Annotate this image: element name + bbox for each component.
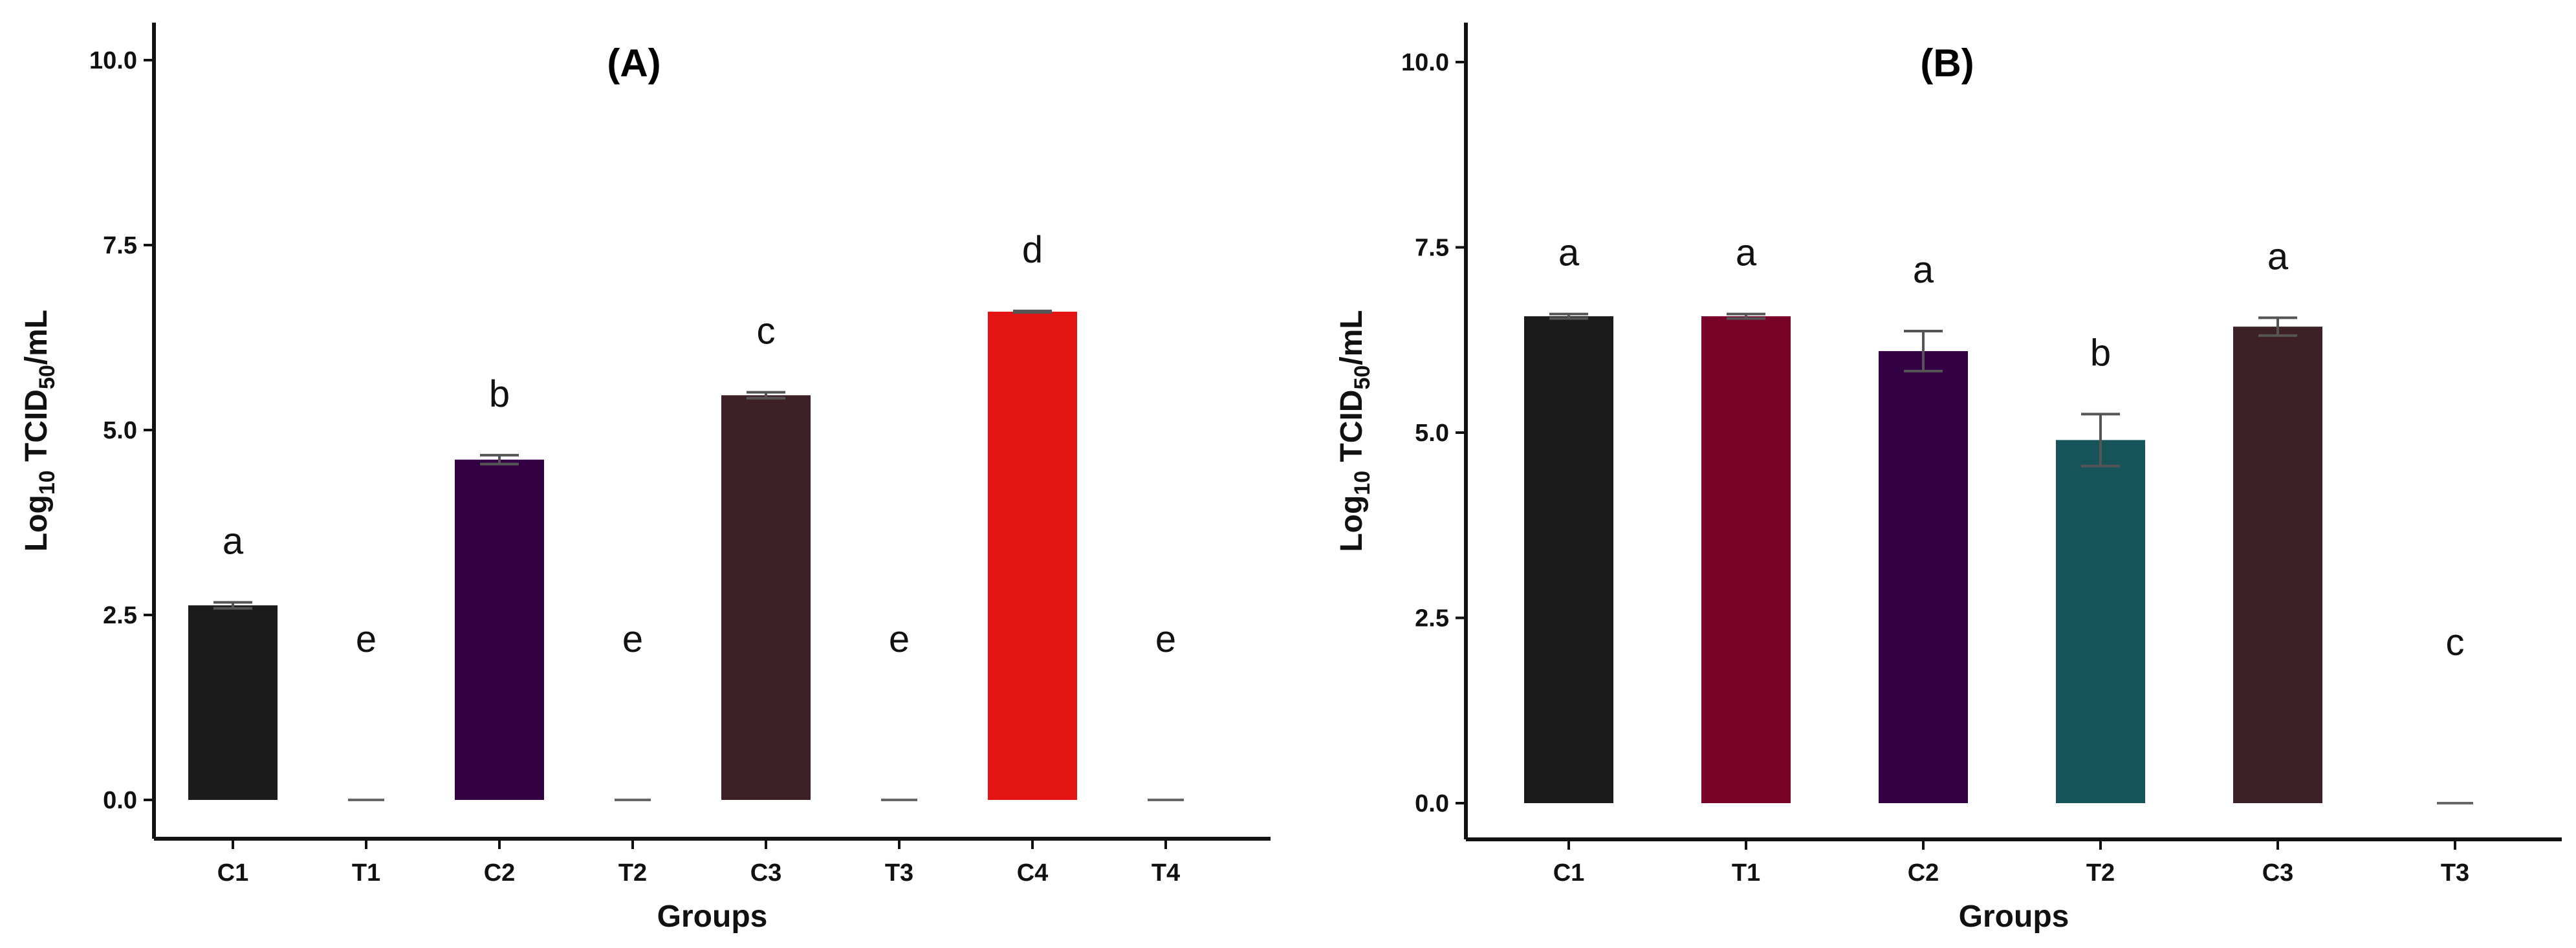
panel-b: 0.0 2.5 5.0 7.5 10.0 a C1 a T1 a C2 b T2 a C3 c T3 (B) Gro… <box>1335 23 2562 934</box>
x-tick-label: T2 <box>2086 859 2115 887</box>
y-tick-label: 0.0 <box>103 787 137 814</box>
significance-letter: a <box>2267 235 2289 277</box>
x-tick-label: C4 <box>1017 859 1049 887</box>
significance-letter: e <box>356 618 377 660</box>
significance-letter: a <box>1913 249 1934 291</box>
x-tick-label: T2 <box>618 859 647 887</box>
y-axis-title-part: Log <box>1335 495 1369 552</box>
bar-c2 <box>1879 350 1968 803</box>
x-tick-label: T1 <box>352 859 380 887</box>
bar-c3 <box>721 395 811 800</box>
y-axis-title: Log10 TCID50/mL <box>19 310 60 552</box>
significance-letter: b <box>2090 332 2111 374</box>
x-axis-title: Groups <box>1959 900 2069 934</box>
x-tick-label: T3 <box>885 859 913 887</box>
y-axis-title-subscript: 10 <box>35 470 60 495</box>
bar-c4 <box>988 311 1077 801</box>
y-tick-label: 0.0 <box>1415 790 1449 817</box>
significance-letter: a <box>1736 232 1757 274</box>
y-tick-label: 2.5 <box>103 602 137 629</box>
y-axis-title-part: /mL <box>1335 310 1369 365</box>
x-tick-label: C3 <box>2262 859 2294 887</box>
y-axis-title-part: TCID <box>1335 390 1369 471</box>
y-axis-title-part: Log <box>19 495 54 552</box>
x-axis-title: Groups <box>657 900 768 934</box>
y-tick-label: 7.5 <box>103 232 137 259</box>
panel-a: 0.0 2.5 5.0 7.5 10.0 a C1 e T1 b C2 e T2 c C3 e T3 d C4 e T4… <box>19 23 1271 934</box>
x-tick-label: C2 <box>1908 859 1939 887</box>
significance-letter: c <box>2446 621 2465 663</box>
x-tick-label: C1 <box>217 859 249 887</box>
significance-letter: e <box>1155 618 1176 660</box>
x-tick-label: T3 <box>2441 859 2469 887</box>
significance-letter: d <box>1022 229 1043 271</box>
significance-letter: e <box>622 618 643 660</box>
panel-title: (A) <box>607 41 660 85</box>
bar-c3 <box>2233 327 2322 803</box>
y-axis-title-part: TCID <box>19 389 54 470</box>
y-axis-title-subscript: 50 <box>35 365 60 389</box>
significance-letter: c <box>757 310 776 352</box>
significance-letter: a <box>1558 232 1580 274</box>
y-tick-label: 10.0 <box>1401 49 1449 76</box>
significance-letter: a <box>223 521 244 563</box>
bar-t1 <box>1701 316 1791 803</box>
bar-c1 <box>1524 316 1613 803</box>
x-tick-label: T4 <box>1152 859 1180 887</box>
x-tick-label: C1 <box>1553 859 1585 887</box>
y-tick-label: 10.0 <box>89 47 137 74</box>
significance-letter: e <box>889 618 910 660</box>
y-tick-label: 2.5 <box>1415 605 1449 632</box>
significance-letter: b <box>489 373 510 415</box>
y-axis-title-subscript: 10 <box>1350 471 1375 495</box>
y-tick-label: 5.0 <box>103 417 137 444</box>
x-tick-label: C3 <box>750 859 782 887</box>
bar-t2 <box>2056 440 2145 803</box>
bar-c1 <box>188 605 278 800</box>
x-tick-label: T1 <box>1732 859 1760 887</box>
y-axis-title-subscript: 50 <box>1350 365 1375 390</box>
panel-title: (B) <box>1920 41 1974 85</box>
y-tick-label: 7.5 <box>1415 235 1449 262</box>
y-axis-title: Log10 TCID50/mL <box>1335 310 1375 552</box>
bar-c2 <box>455 459 544 800</box>
y-tick-label: 5.0 <box>1415 420 1449 447</box>
x-tick-label: C2 <box>484 859 516 887</box>
y-axis-title-part: /mL <box>19 310 54 365</box>
